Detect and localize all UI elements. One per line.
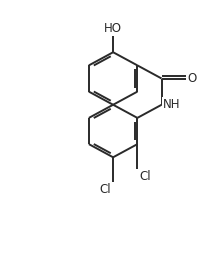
Text: O: O (187, 72, 197, 85)
Text: Cl: Cl (140, 171, 151, 183)
Text: HO: HO (104, 22, 122, 35)
Text: NH: NH (163, 98, 181, 111)
Text: Cl: Cl (99, 182, 111, 196)
